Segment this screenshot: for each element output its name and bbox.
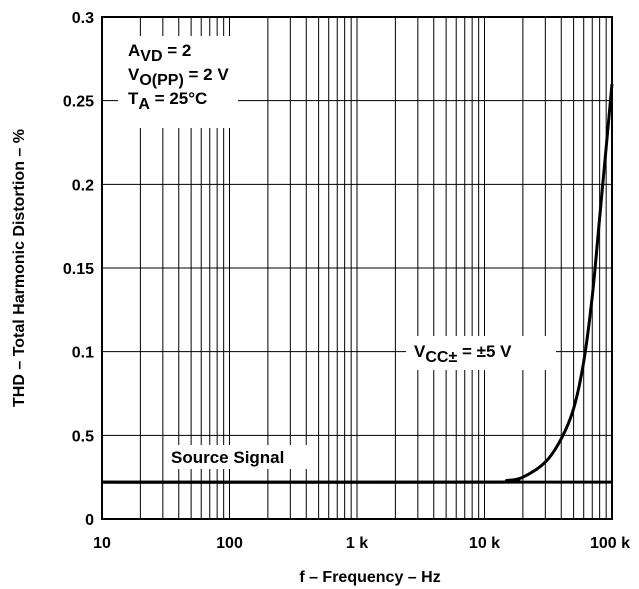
- x-tick-label: 10 k: [469, 535, 500, 552]
- y-tick-labels: 0 0.5 0.1 0.15 0.2 0.25 0.3: [63, 10, 94, 529]
- conditions-box: [118, 36, 238, 128]
- vcc-label: VCC± = ±5 V: [414, 342, 512, 366]
- x-tick-label: 1 k: [346, 535, 368, 552]
- series-lines: [101, 83, 614, 484]
- y-tick-label: 0.5: [72, 428, 94, 445]
- x-tick-label: 10: [93, 535, 111, 552]
- condition-label: VO(PP) = 2 V: [128, 65, 229, 89]
- x-axis-title: f – Frequency – Hz: [299, 569, 440, 586]
- y-tick-label: 0.3: [72, 10, 94, 27]
- source-signal-label: Source Signal: [171, 448, 284, 467]
- source-label-bg: [164, 445, 312, 469]
- x-tick-labels: 10 100 1 k 10 k 100 k: [93, 535, 630, 552]
- y-tick-label: 0.2: [72, 177, 94, 194]
- y-tick-label: 0.25: [63, 94, 94, 111]
- plot-frame: [101, 16, 613, 520]
- condition-label: AVD = 2: [128, 41, 191, 65]
- vcc-label-bg: [406, 336, 556, 370]
- condition-label: TA = 25°C: [128, 89, 207, 113]
- x-tick-label: 100 k: [590, 535, 630, 552]
- annotations: AVD = 2VO(PP) = 2 VTA = 25°C Source Signa…: [118, 36, 556, 469]
- y-tick-label: 0.1: [72, 345, 94, 362]
- y-tick-label: 0: [85, 512, 94, 529]
- y-axis-title: THD – Total Harmonic Distortion – %: [11, 129, 28, 407]
- vcc-5v-curve: [101, 83, 614, 484]
- x-tick-label: 100: [216, 535, 243, 552]
- y-tick-label: 0.15: [63, 261, 94, 278]
